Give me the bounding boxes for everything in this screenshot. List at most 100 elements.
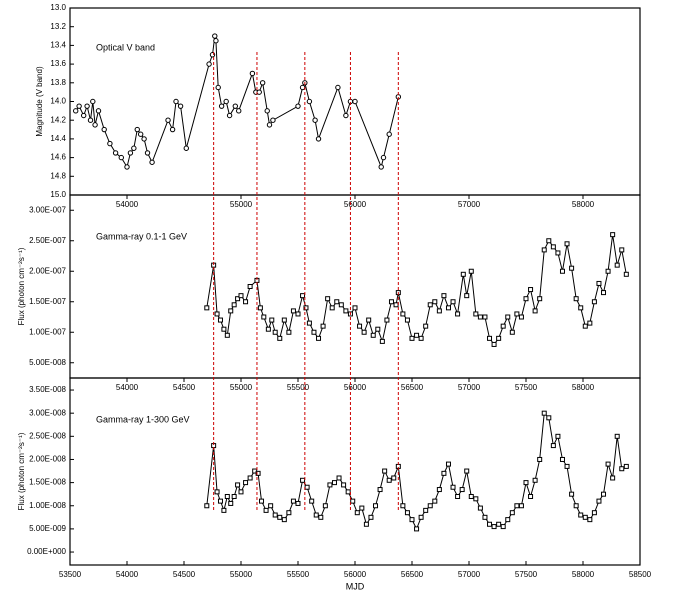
data-point (379, 338, 385, 344)
data-point (505, 314, 511, 320)
data-point (217, 317, 223, 323)
data-point (591, 299, 597, 305)
data-point (359, 505, 365, 511)
data-point (290, 498, 296, 504)
data-point (514, 311, 520, 317)
y-tick-label: 1.00E-008 (29, 501, 66, 510)
data-point (427, 302, 433, 308)
data-point (259, 80, 266, 86)
data-point (596, 280, 602, 286)
data-point (569, 265, 575, 271)
data-point (384, 317, 390, 323)
y-tick-label: 2.50E-008 (29, 431, 66, 440)
data-point (329, 305, 335, 311)
data-point (459, 487, 465, 493)
data-point (573, 296, 579, 302)
data-point (436, 308, 442, 314)
data-point (134, 126, 140, 133)
data-point (304, 484, 310, 490)
data-point (596, 498, 602, 504)
x-tick-label: 54000 (116, 200, 139, 209)
data-point (87, 117, 94, 123)
data-point (112, 150, 119, 156)
data-point (500, 524, 506, 530)
data-point (532, 308, 538, 314)
x-tick-label: 56000 (344, 383, 367, 392)
data-point (268, 503, 274, 509)
data-point (505, 517, 511, 523)
data-point (309, 498, 315, 504)
panel-frame (69, 194, 641, 379)
data-point (370, 332, 376, 338)
data-point (550, 443, 556, 449)
y-tick-label: 14.2 (50, 115, 66, 124)
data-point (393, 302, 399, 308)
data-point (76, 103, 82, 109)
data-point (269, 317, 275, 323)
data-point (591, 510, 597, 516)
data-point (243, 299, 249, 305)
y-tick-label: 13.4 (50, 41, 66, 50)
data-point (414, 332, 420, 338)
data-point (541, 410, 547, 416)
data-point (264, 108, 270, 114)
x-axis-label: MJD (346, 581, 365, 591)
data-point (277, 514, 283, 520)
data-point (546, 415, 552, 421)
x-tick-label: 55000 (230, 570, 253, 579)
data-point (217, 498, 223, 504)
data-point (445, 461, 451, 467)
data-point (352, 98, 358, 105)
data-point (509, 510, 515, 516)
data-point (423, 323, 429, 329)
data-point (101, 126, 107, 133)
data-point (587, 320, 593, 326)
data-point (300, 477, 306, 483)
y-axis-label: Flux (photon cm⁻²s⁻¹) (17, 432, 26, 510)
data-point (400, 503, 406, 509)
data-point (73, 108, 79, 114)
data-point (295, 103, 301, 109)
data-point (336, 475, 342, 481)
data-point (352, 305, 358, 311)
data-point (436, 487, 442, 493)
data-point (541, 247, 547, 253)
data-point (555, 250, 561, 256)
y-tick-label: 3.00E-007 (29, 205, 66, 214)
data-point (409, 335, 415, 341)
y-tick-label: 14.6 (50, 153, 66, 162)
data-point (491, 524, 497, 530)
x-tick-label: 57000 (458, 200, 481, 209)
data-point (487, 335, 493, 341)
data-point (354, 510, 360, 516)
y-tick-label: 15.0 (50, 190, 66, 199)
data-point (582, 514, 588, 520)
y-tick-label: 14.0 (50, 97, 66, 106)
x-tick-label: 55000 (230, 200, 253, 209)
data-point (487, 521, 493, 527)
y-tick-label: 3.00E-008 (29, 408, 66, 417)
data-point (144, 150, 151, 156)
data-point (141, 136, 147, 142)
data-point (368, 514, 374, 520)
data-point (523, 296, 529, 302)
data-point (375, 326, 381, 332)
x-tick-label: 58000 (572, 570, 595, 579)
y-axis-label: Flux (photon cm⁻²s⁻¹) (17, 247, 26, 325)
data-point (334, 299, 340, 305)
data-point (380, 154, 387, 161)
x-tick-label: 54000 (116, 383, 139, 392)
y-tick-label: 14.4 (50, 134, 66, 143)
x-tick-label: 56000 (344, 200, 367, 209)
data-point (286, 329, 292, 335)
data-point (169, 126, 176, 133)
data-point (127, 150, 134, 156)
data-point (221, 326, 227, 332)
data-point (118, 154, 125, 161)
y-tick-label: 3.50E-008 (29, 385, 66, 394)
data-point (325, 296, 331, 302)
x-tick-label: 57500 (515, 570, 538, 579)
data-point (623, 463, 629, 469)
data-point (450, 299, 456, 305)
